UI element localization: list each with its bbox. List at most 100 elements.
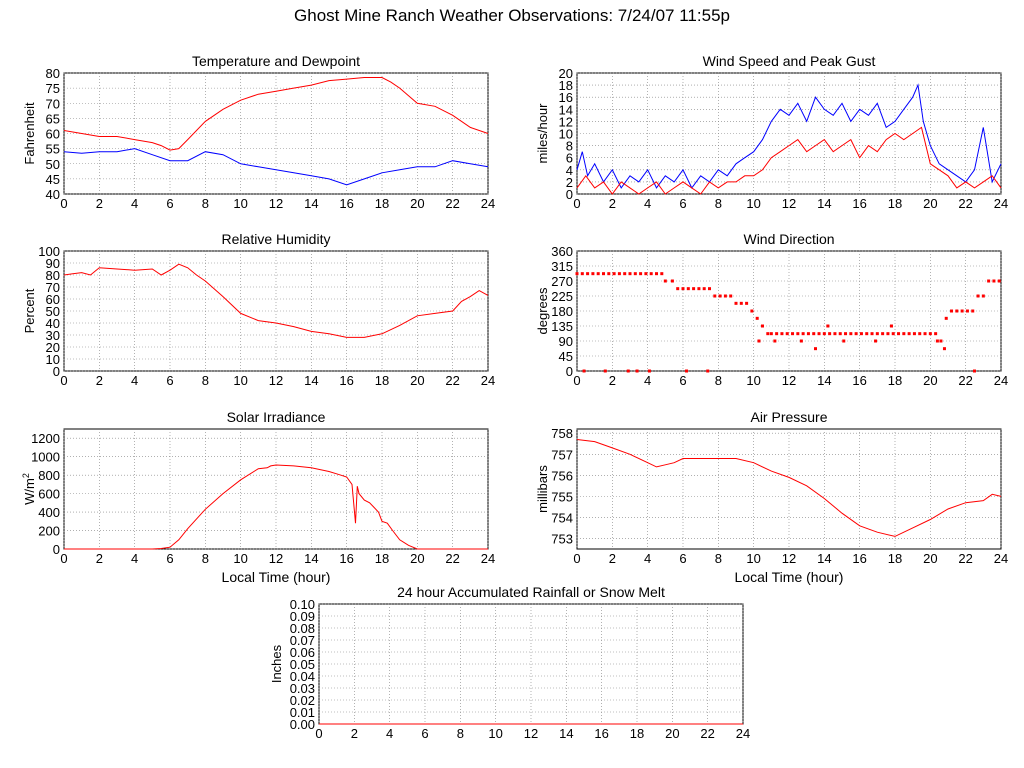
temp-xtick-label: 0 <box>60 196 67 211</box>
dir-point <box>902 332 906 336</box>
solar-xtick-label: 24 <box>481 551 495 566</box>
dir-xtick-label: 12 <box>782 373 796 388</box>
temp-xtick-label: 14 <box>304 196 318 211</box>
rain-chart: 0 2 4 6 8 10 12 14 16 18 20 22 240.000.010.020.030.0… <box>269 584 750 741</box>
dir-point <box>607 272 611 276</box>
temp-ytick-label: 70 <box>46 96 60 111</box>
wind-xtick-label: 2 <box>609 196 616 211</box>
dir-point <box>773 339 777 343</box>
solar-chart: 0 2 4 6 8 10 12 14 16 18 20 22 240200400600800100012… <box>21 409 495 585</box>
wind-chart: 0 2 4 6 8 10 12 14 16 18 20 22 2402468101214161820Wi… <box>535 53 1008 211</box>
solar-xlabel: Local Time (hour) <box>222 569 331 585</box>
press-xtick-label: 24 <box>994 551 1008 566</box>
dir-point <box>965 309 969 313</box>
wind-xtick-label: 22 <box>958 196 972 211</box>
rain-xtick-label: 2 <box>351 726 358 741</box>
dir-ytick-label: 225 <box>551 289 573 304</box>
press-xtick-label: 22 <box>958 551 972 566</box>
dir-point <box>644 272 648 276</box>
dir-point <box>844 332 848 336</box>
dir-point <box>655 272 658 276</box>
dir-point <box>806 332 810 336</box>
rh-xtick-label: 14 <box>304 373 318 388</box>
dir-ytick-label: 270 <box>551 274 573 289</box>
rh-ytick-label: 10 <box>46 352 60 367</box>
dir-chart: 0 2 4 6 8 10 12 14 16 18 20 22 240459013518022527031… <box>535 231 1008 388</box>
dir-point <box>617 272 621 276</box>
dir-point <box>874 339 878 343</box>
rain-xtick-label: 10 <box>488 726 502 741</box>
rain-ytick-label: 0.07 <box>290 633 315 648</box>
rh-series-red-line <box>63 263 489 338</box>
rh-xtick-label: 4 <box>131 373 138 388</box>
dir-point <box>973 369 976 373</box>
dir-point <box>897 332 901 336</box>
wind-xtick-label: 4 <box>644 196 651 211</box>
dir-ytick-label: 135 <box>551 319 573 334</box>
dir-point <box>865 332 869 336</box>
dir-point <box>950 309 954 313</box>
dir-xtick-label: 0 <box>573 373 580 388</box>
wind-xtick-label: 10 <box>746 196 760 211</box>
rh-xtick-label: 0 <box>60 373 67 388</box>
dir-point <box>976 294 980 298</box>
rain-xtick-label: 8 <box>457 726 464 741</box>
dir-point <box>755 316 759 320</box>
dir-point <box>766 332 770 336</box>
press-ytick-label: 757 <box>551 447 573 462</box>
dir-point <box>713 294 717 298</box>
dir-point <box>602 272 605 276</box>
press-xlabel: Local Time (hour) <box>735 569 844 585</box>
dir-point <box>907 332 911 336</box>
solar-xtick-label: 0 <box>60 551 67 566</box>
temp-ytick-label: 40 <box>46 187 60 202</box>
wind-ytick-label: 10 <box>559 127 573 142</box>
dir-point <box>935 339 939 343</box>
wind-ytick-label: 8 <box>566 139 573 154</box>
rain-ytick-label: 0.09 <box>290 609 315 624</box>
rh-ytick-label: 20 <box>46 340 60 355</box>
dir-point <box>812 332 816 336</box>
dir-point <box>780 332 784 336</box>
rain-ytick-label: 0.02 <box>290 693 315 708</box>
rain-ytick-label: 0.08 <box>290 621 315 636</box>
dir-point <box>729 294 733 298</box>
dir-point <box>649 272 653 276</box>
wind-ytick-label: 18 <box>559 78 573 93</box>
wind-ytick-label: 20 <box>559 66 573 81</box>
press-xtick-label: 20 <box>923 551 937 566</box>
dir-xtick-label: 10 <box>746 373 760 388</box>
dir-point <box>647 369 651 373</box>
temp-ytick-label: 60 <box>46 127 60 142</box>
dir-xtick-label: 2 <box>609 373 616 388</box>
rh-title: Relative Humidity <box>222 231 331 247</box>
rain-xtick-label: 14 <box>559 726 573 741</box>
solar-xtick-label: 20 <box>410 551 424 566</box>
dir-point <box>828 332 832 336</box>
dir-point <box>854 332 858 336</box>
temp-xtick-label: 12 <box>269 196 283 211</box>
wind-ytick-label: 0 <box>566 187 573 202</box>
temp-series-red-line <box>63 77 489 151</box>
dir-point <box>912 332 916 336</box>
wind-title: Wind Speed and Peak Gust <box>703 53 876 69</box>
dir-point <box>708 287 711 291</box>
press-xtick-label: 12 <box>782 551 796 566</box>
dir-point <box>670 279 674 283</box>
solar-xtick-label: 10 <box>233 551 247 566</box>
press-ylabel: millibars <box>535 465 550 513</box>
dir-xtick-label: 8 <box>715 373 722 388</box>
dir-xtick-label: 22 <box>958 373 972 388</box>
press-ytick-label: 758 <box>551 426 573 441</box>
dir-xtick-label: 16 <box>852 373 866 388</box>
solar-xtick-label: 4 <box>131 551 138 566</box>
dir-point <box>799 339 803 343</box>
dir-point <box>822 332 826 336</box>
solar-ytick-label: 1000 <box>31 450 60 465</box>
solar-ylabel: W/m2 <box>21 473 37 505</box>
dir-point <box>603 369 607 373</box>
solar-ytick-label: 600 <box>38 487 60 502</box>
rain-ytick-label: 0.04 <box>290 669 315 684</box>
press-xtick-label: 18 <box>888 551 902 566</box>
